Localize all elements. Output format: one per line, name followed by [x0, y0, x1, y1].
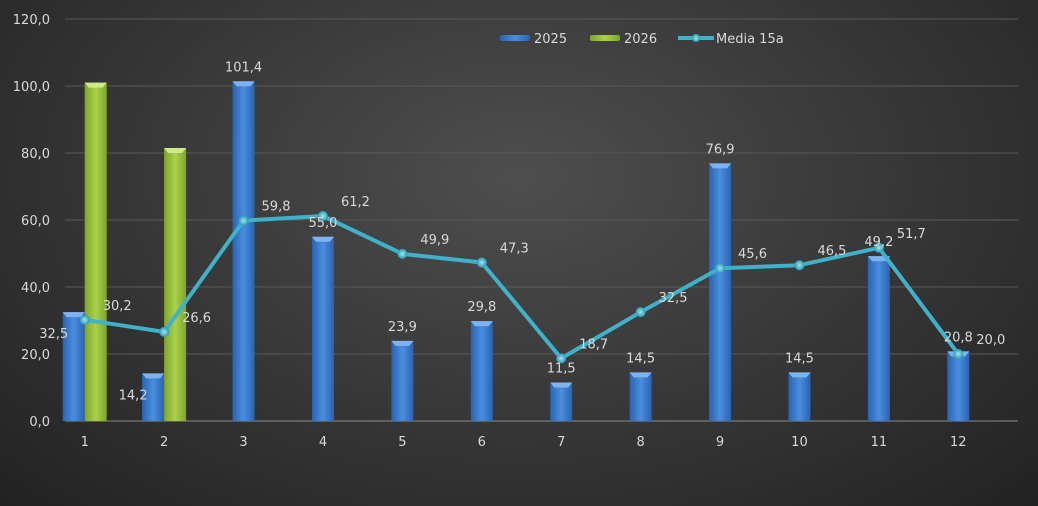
y-tick-label: 0,0 [29, 415, 50, 430]
x-tick-label: 6 [478, 435, 486, 450]
line-point [79, 314, 90, 325]
line-point [317, 210, 328, 221]
y-tick-label: 20,0 [21, 348, 50, 363]
line-point [953, 349, 964, 359]
bar-2025-cap [62, 312, 85, 318]
bar-2025 [550, 382, 573, 421]
line-point [476, 257, 487, 268]
x-tick-label: 7 [557, 435, 565, 450]
legend-label-media: Media 15a [716, 32, 784, 47]
bar-2025 [947, 351, 970, 421]
bar-2025 [232, 81, 255, 421]
line-point-label: 61,2 [341, 195, 370, 210]
bar-2025-label: 14,2 [119, 388, 148, 403]
line-point-label: 30,2 [103, 299, 132, 314]
bar-2025-label: 29,8 [467, 300, 496, 315]
line-point [397, 248, 408, 259]
line-point-label: 18,7 [579, 337, 608, 352]
line-point-label: 32,5 [659, 291, 688, 306]
bar-2025 [788, 372, 811, 421]
x-tick-label: 2 [160, 435, 168, 450]
x-tick-label: 3 [239, 435, 247, 450]
line-point-label: 46,5 [817, 244, 846, 259]
legend-swatch-2026 [590, 35, 620, 41]
legend-swatch-2025 [500, 35, 530, 41]
legend-marker-media [692, 34, 700, 42]
y-tick-label: 100,0 [13, 80, 50, 95]
bar-2025-label: 49,2 [864, 235, 893, 250]
bar-2025-cap [142, 373, 165, 379]
x-tick-label: 5 [398, 435, 406, 450]
line-point [873, 242, 884, 253]
line-point [159, 326, 170, 337]
bar-2025-cap [311, 236, 334, 242]
bar-2025-label: 76,9 [706, 142, 735, 157]
bar-2025-label: 101,4 [225, 60, 262, 75]
legend-label-2026: 2026 [624, 32, 657, 47]
x-tick-label: 9 [716, 435, 724, 450]
legend-label-2025: 2025 [534, 32, 567, 47]
bar-2025-cap [232, 81, 255, 87]
line-point-label: 51,7 [897, 227, 926, 242]
line-point [238, 215, 249, 226]
bar-2025 [391, 340, 414, 421]
x-tick-label: 4 [319, 435, 327, 450]
bar-2025-label: 20,8 [944, 330, 973, 345]
bar-2025-cap [788, 372, 811, 378]
bar-2025-cap [391, 340, 414, 346]
legend: 2025 2026 Media 15a [500, 32, 784, 47]
x-tick-label: 1 [81, 435, 89, 450]
x-tick-label: 10 [791, 435, 808, 450]
bar-2026 [164, 147, 187, 421]
bar-2025 [62, 312, 85, 421]
bar-2025 [709, 163, 732, 421]
x-tick-label: 12 [950, 435, 967, 450]
bar-2025-cap [470, 321, 493, 327]
line-point [715, 263, 726, 274]
x-tick-label: 11 [871, 435, 888, 450]
bar-2025-cap [550, 382, 573, 388]
bar-2026 [84, 82, 107, 422]
bar-2025-label: 14,5 [785, 351, 814, 366]
line-point-label: 26,6 [182, 311, 211, 326]
line-point-label: 47,3 [500, 242, 529, 257]
bar-2025 [629, 372, 652, 421]
bar-2025-cap [629, 372, 652, 378]
bar-2025-label: 11,5 [547, 361, 576, 376]
y-tick-label: 120,0 [13, 13, 50, 28]
bar-2025-label: 32,5 [39, 327, 68, 342]
line-point-label: 20,0 [976, 333, 1005, 348]
bar-2025-cap [709, 163, 732, 169]
bar-2025 [142, 373, 165, 421]
line-point-label: 45,6 [738, 247, 767, 262]
y-tick-label: 80,0 [21, 147, 50, 162]
bar-2025-label: 14,5 [626, 351, 655, 366]
y-tick-label: 60,0 [21, 214, 50, 229]
bar-2026-cap [84, 82, 107, 88]
line-point-label: 59,8 [262, 200, 291, 215]
line-point [794, 260, 805, 271]
line-point [556, 353, 567, 364]
bar-2026-cap [164, 147, 187, 153]
bar-2025-label: 55,0 [308, 216, 337, 231]
bar-2025-label: 23,9 [388, 320, 417, 335]
bar-2025 [867, 256, 890, 421]
series-line-media [84, 213, 960, 361]
line-point [635, 307, 646, 318]
x-tick-label: 8 [636, 435, 644, 450]
y-tick-label: 40,0 [21, 281, 50, 296]
bar-2025 [311, 236, 334, 421]
line-point-label: 49,9 [420, 233, 449, 248]
bar-2025 [470, 321, 493, 421]
